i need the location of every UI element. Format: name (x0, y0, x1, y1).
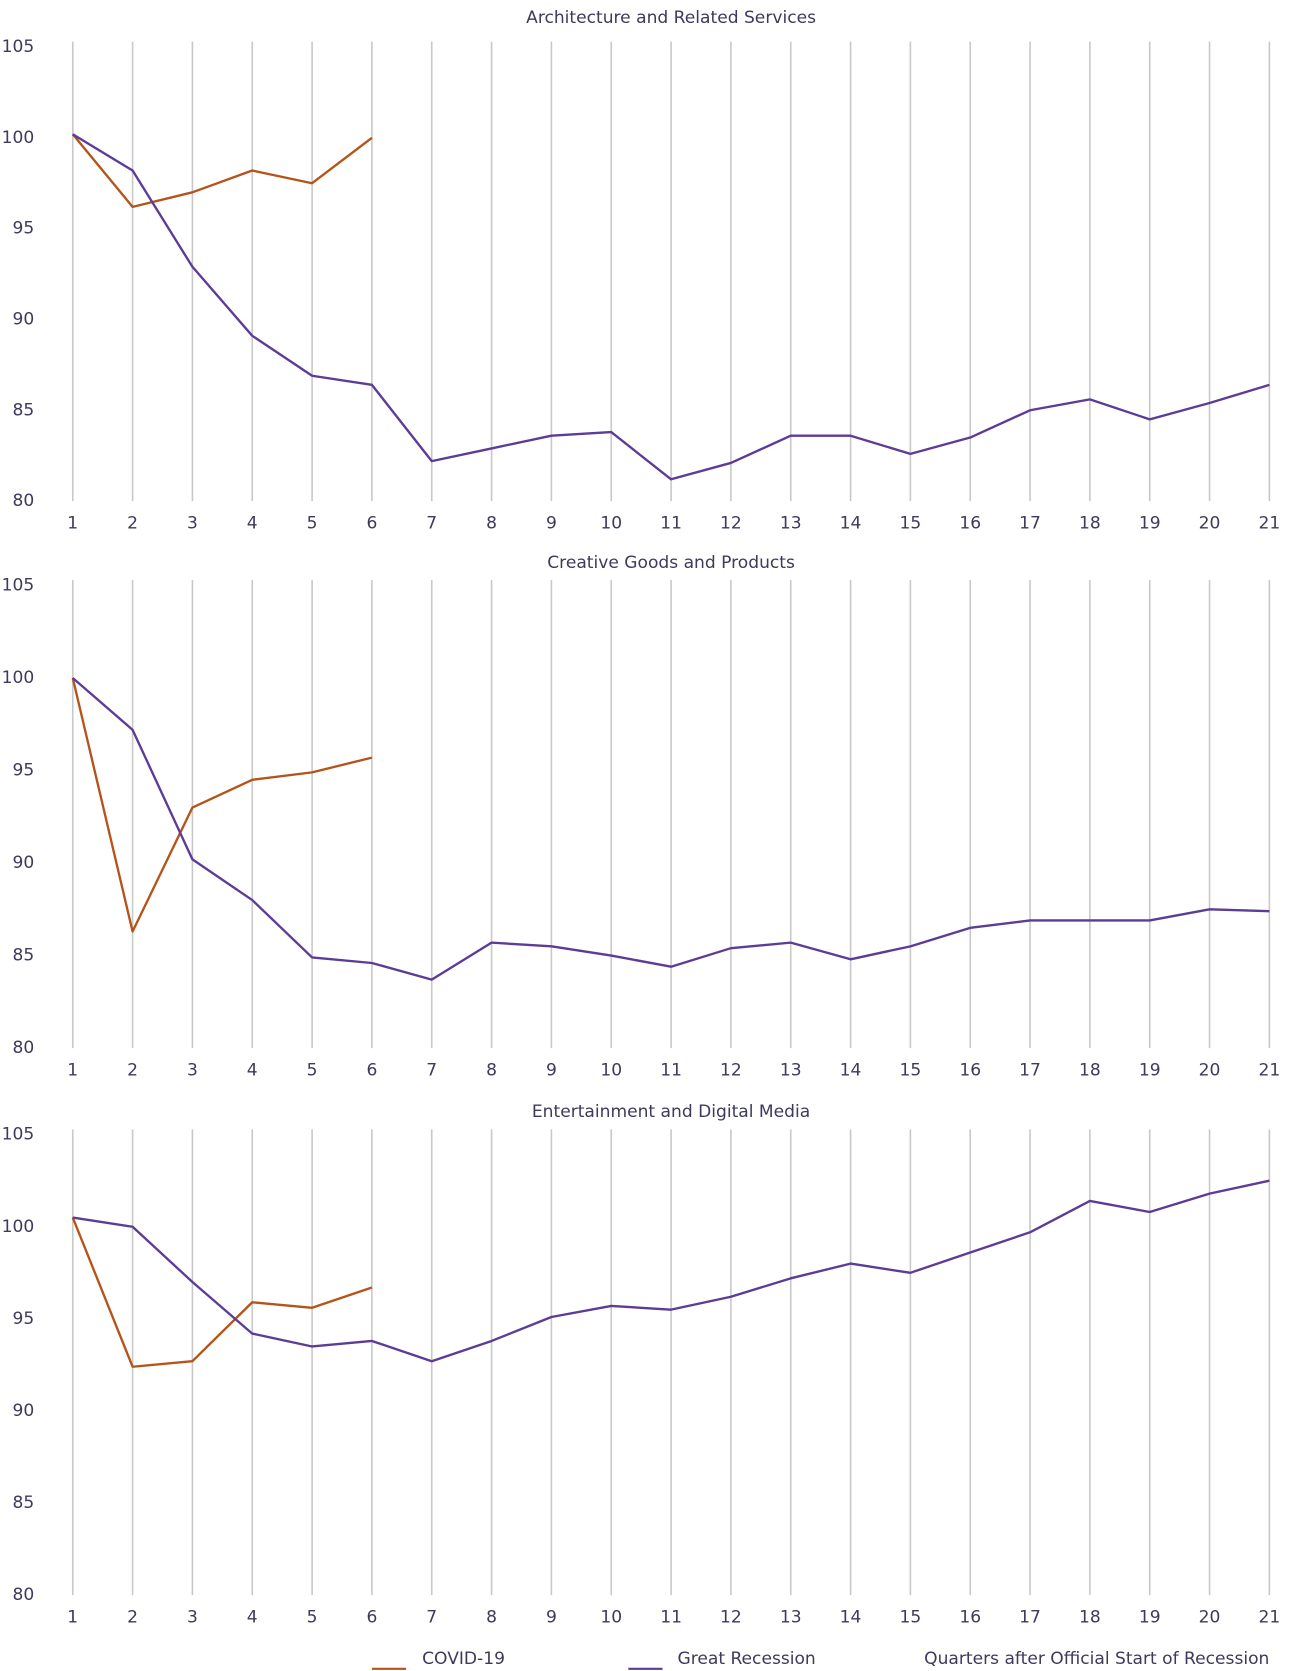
x-tick-label: 1 (67, 1608, 78, 1628)
y-tick-label: 105 (2, 37, 35, 57)
line-series (72, 1179, 1270, 1363)
y-tick-label: 100 (2, 128, 35, 148)
y-tick-label: 85 (13, 1493, 35, 1513)
x-tick-label: 11 (660, 514, 682, 534)
x-tick-label: 2 (127, 514, 138, 534)
x-tick-label: 11 (660, 1608, 682, 1628)
line-series (71, 1217, 373, 1368)
line-series (72, 133, 1270, 481)
x-tick-label: 2 (127, 1608, 138, 1628)
y-tick-label: 90 (13, 1401, 35, 1421)
x-axis-label: Quarters after Official Start of Recessi… (924, 1649, 1269, 1669)
x-tick-label: 2 (127, 1061, 138, 1081)
x-tick-label: 7 (426, 514, 437, 534)
x-tick-label: 17 (1019, 514, 1041, 534)
x-tick-label: 21 (1259, 1061, 1281, 1081)
y-tick-label: 100 (2, 1217, 35, 1237)
x-tick-label: 3 (187, 514, 198, 534)
x-tick-label: 14 (840, 1061, 862, 1081)
y-tick-label: 80 (13, 491, 35, 511)
x-tick-label: 12 (720, 1061, 742, 1081)
x-tick-label: 11 (660, 1061, 682, 1081)
x-tick-label: 14 (840, 1608, 862, 1628)
y-tick-label: 90 (13, 309, 35, 329)
x-tick-label: 18 (1079, 1608, 1101, 1628)
y-tick-label: 100 (2, 668, 35, 688)
y-tick-label: 95 (13, 761, 35, 781)
x-tick-label: 12 (720, 1608, 742, 1628)
x-tick-label: 4 (247, 514, 258, 534)
legend-label: Great Recession (677, 1649, 815, 1669)
x-tick-label: 21 (1259, 514, 1281, 534)
x-tick-label: 20 (1199, 1608, 1221, 1628)
x-tick-label: 7 (426, 1061, 437, 1081)
y-tick-label: 85 (13, 946, 35, 966)
x-tick-label: 17 (1019, 1608, 1041, 1628)
x-tick-label: 19 (1139, 514, 1161, 534)
x-tick-label: 10 (600, 1061, 622, 1081)
x-tick-label: 5 (307, 514, 318, 534)
y-tick-label: 80 (13, 1585, 35, 1605)
legend-label: COVID-19 (422, 1649, 505, 1669)
x-tick-label: 20 (1199, 1061, 1221, 1081)
x-tick-label: 9 (546, 514, 557, 534)
x-tick-label: 8 (486, 1608, 497, 1628)
y-tick-label: 105 (2, 575, 35, 595)
x-tick-label: 7 (426, 1608, 437, 1628)
x-tick-label: 3 (187, 1608, 198, 1628)
x-tick-label: 10 (600, 1608, 622, 1628)
x-tick-label: 18 (1079, 1061, 1101, 1081)
line-series (71, 133, 373, 209)
x-tick-label: 10 (600, 514, 622, 534)
y-tick-label: 90 (13, 853, 35, 873)
x-tick-label: 16 (959, 514, 981, 534)
x-tick-label: 20 (1199, 514, 1221, 534)
x-tick-label: 14 (840, 514, 862, 534)
x-tick-label: 9 (546, 1608, 557, 1628)
x-tick-label: 12 (720, 514, 742, 534)
x-tick-label: 6 (366, 514, 377, 534)
x-tick-label: 19 (1139, 1608, 1161, 1628)
y-tick-label: 105 (2, 1125, 35, 1145)
x-tick-label: 4 (247, 1061, 258, 1081)
chart-title: Architecture and Related Services (526, 8, 816, 28)
chart-title: Creative Goods and Products (547, 553, 795, 573)
x-tick-label: 19 (1139, 1061, 1161, 1081)
x-tick-label: 16 (959, 1061, 981, 1081)
x-tick-label: 15 (900, 514, 922, 534)
x-tick-label: 16 (959, 1608, 981, 1628)
chart-title: Entertainment and Digital Media (532, 1102, 810, 1122)
x-tick-label: 21 (1259, 1608, 1281, 1628)
x-tick-label: 13 (780, 514, 802, 534)
x-tick-label: 18 (1079, 514, 1101, 534)
x-tick-label: 1 (67, 514, 78, 534)
x-tick-label: 15 (900, 1608, 922, 1628)
x-tick-label: 13 (780, 1608, 802, 1628)
x-tick-label: 8 (486, 514, 497, 534)
line-series (71, 677, 373, 933)
line-series (71, 677, 1270, 981)
x-tick-label: 6 (366, 1608, 377, 1628)
y-tick-label: 85 (13, 400, 35, 420)
y-tick-label: 95 (13, 219, 35, 239)
x-tick-label: 3 (187, 1061, 198, 1081)
x-tick-label: 13 (780, 1061, 802, 1081)
x-tick-label: 5 (307, 1608, 318, 1628)
y-tick-label: 80 (13, 1038, 35, 1058)
x-tick-label: 8 (486, 1061, 497, 1081)
x-tick-label: 9 (546, 1061, 557, 1081)
y-tick-label: 95 (13, 1309, 35, 1329)
x-tick-label: 1 (67, 1061, 78, 1081)
x-tick-label: 5 (307, 1061, 318, 1081)
x-tick-label: 6 (366, 1061, 377, 1081)
x-tick-label: 15 (900, 1061, 922, 1081)
x-tick-label: 4 (247, 1608, 258, 1628)
x-tick-label: 17 (1019, 1061, 1041, 1081)
